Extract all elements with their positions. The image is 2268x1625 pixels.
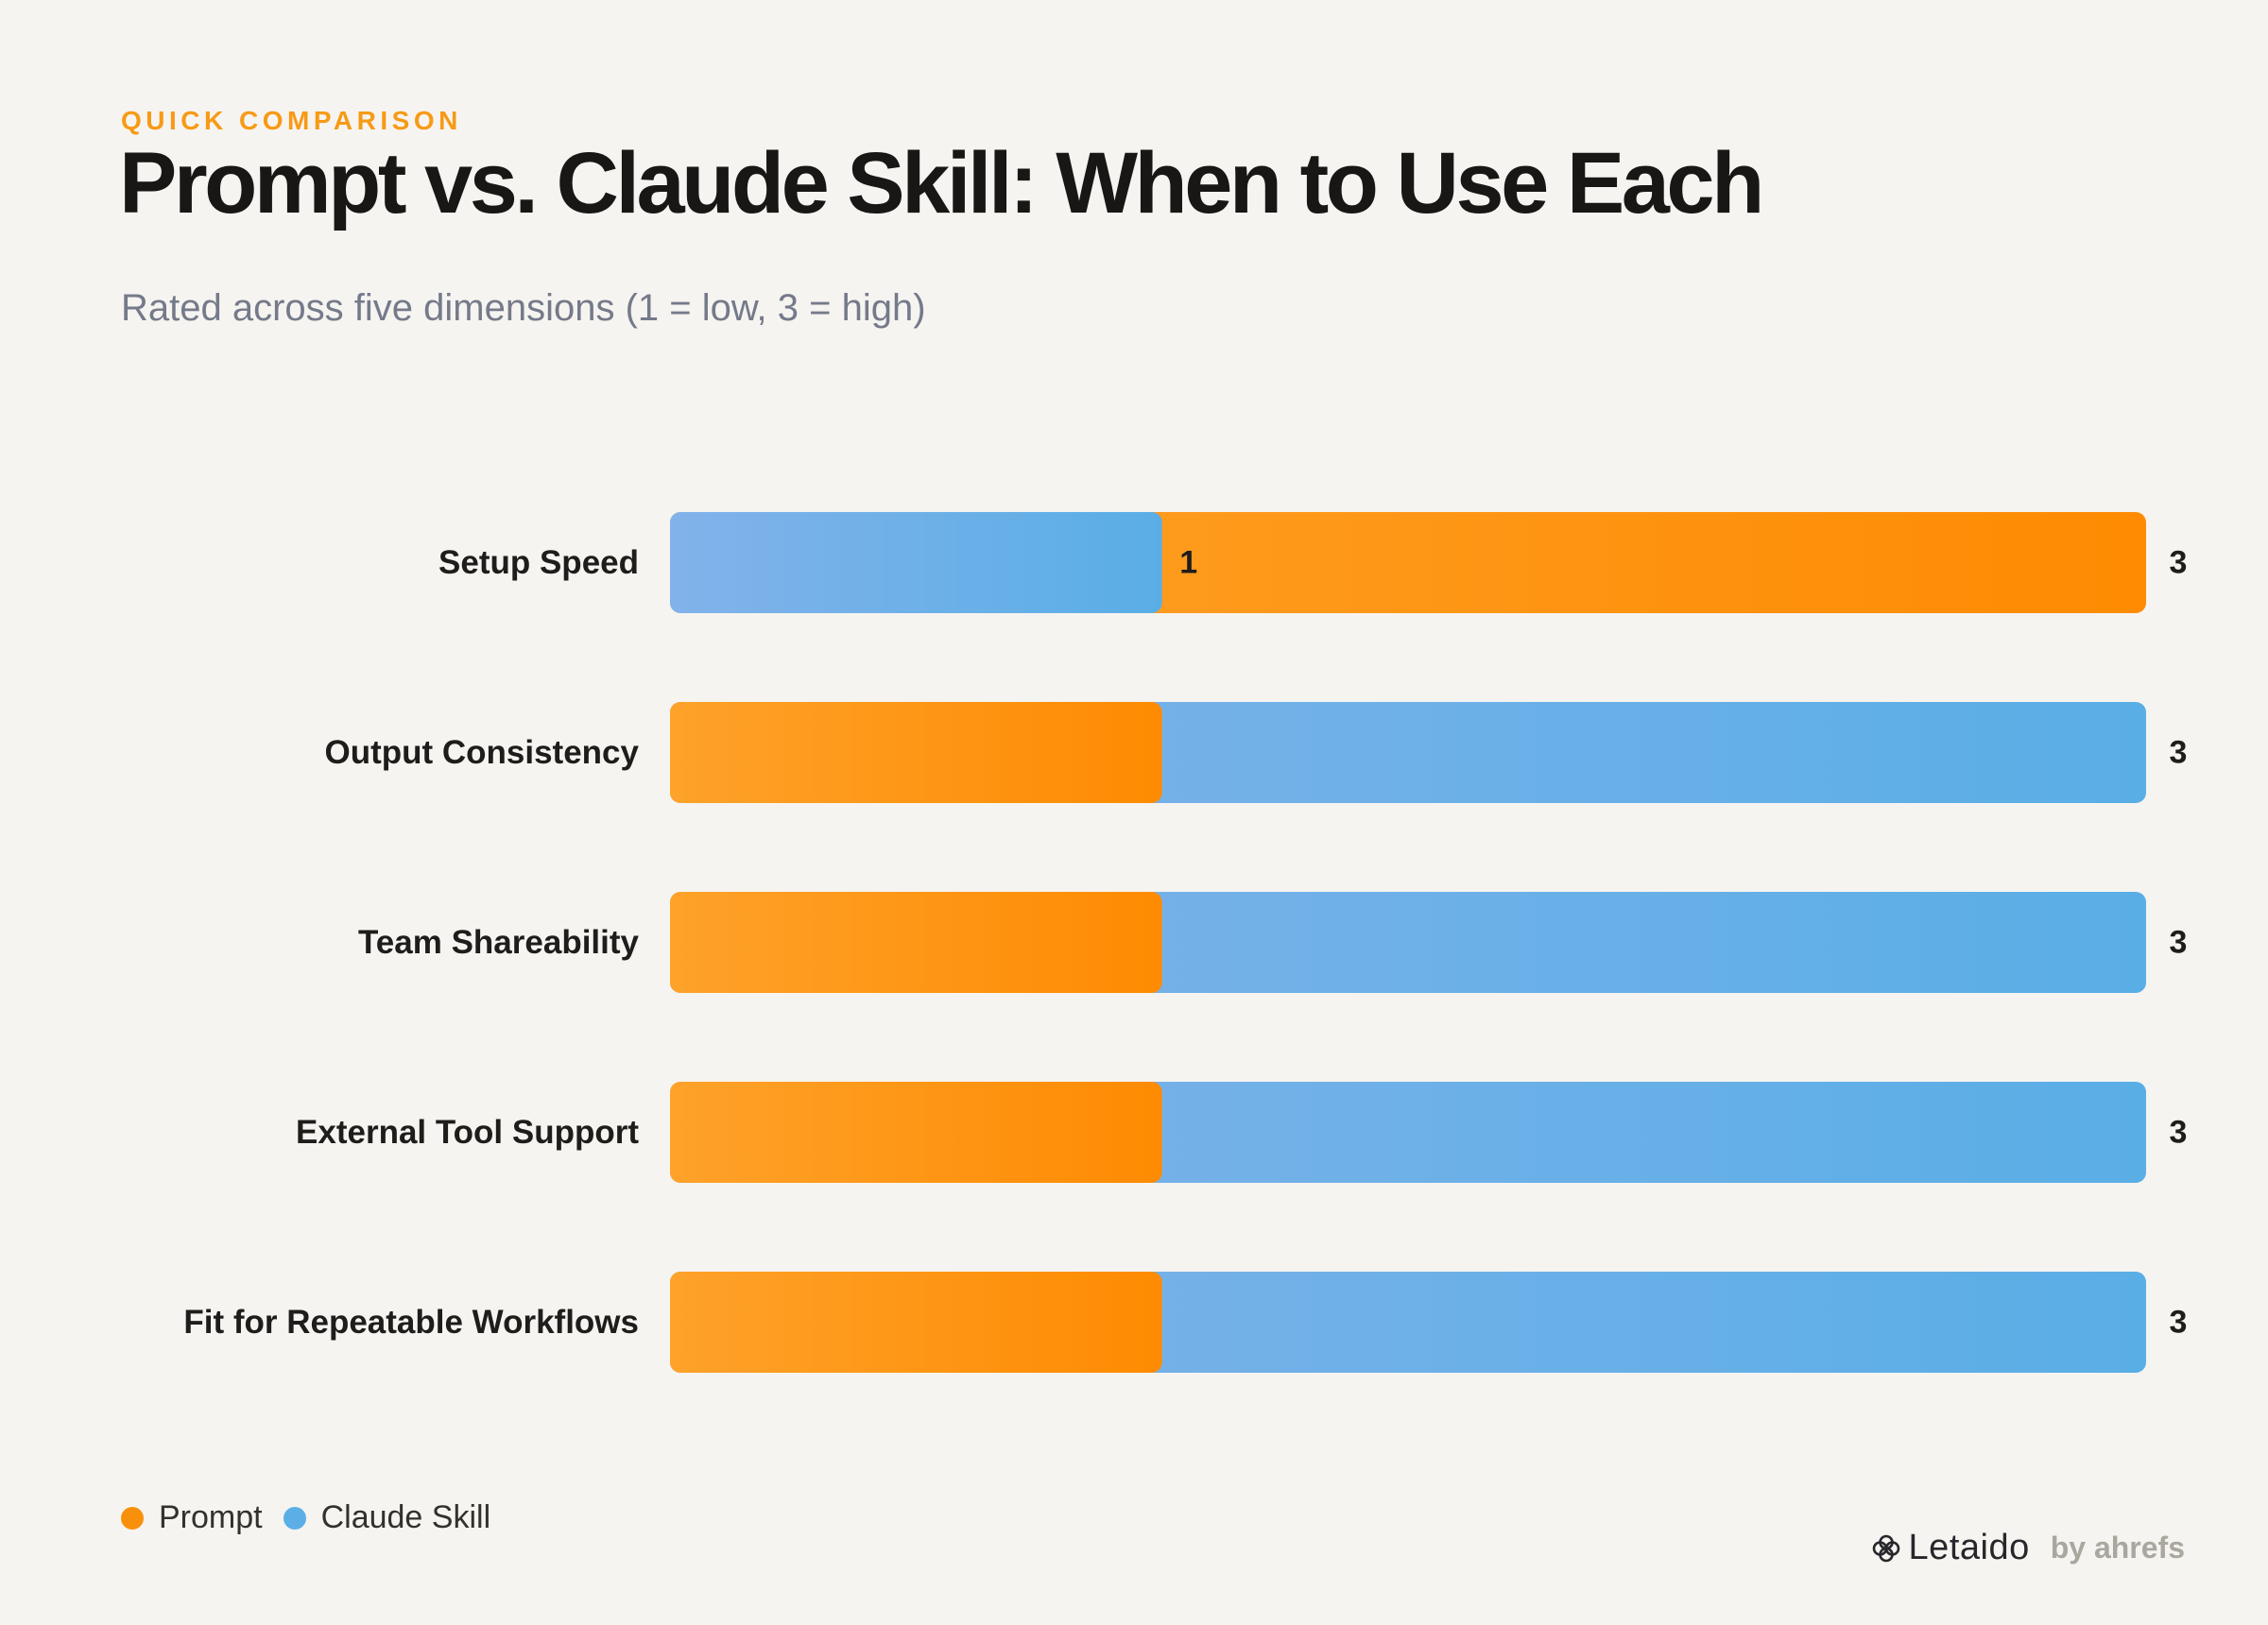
category-label-fit-for-repeatable-workflows: Fit for Repeatable Workflows xyxy=(183,1304,639,1341)
legend: Prompt Claude Skill xyxy=(121,1499,511,1536)
bar-claude-skill-setup-speed xyxy=(670,512,1162,613)
value-label-inner-setup-speed: 1 xyxy=(1179,545,1197,581)
value-label-outer-external-tool-support: 3 xyxy=(2170,1115,2188,1151)
chart-subtitle: Rated across five dimensions (1 = low, 3… xyxy=(121,287,926,329)
brand-name: Letaido xyxy=(1908,1528,2030,1567)
legend-label-prompt: Prompt xyxy=(159,1499,263,1535)
legend-item-prompt: Prompt xyxy=(121,1499,263,1536)
brand: Letaido by ahrefs xyxy=(1871,1528,2185,1568)
bar-prompt-team-shareability xyxy=(670,892,1162,993)
bar-prompt-output-consistency xyxy=(670,702,1162,803)
bar-prompt-fit-for-repeatable-workflows xyxy=(670,1272,1162,1373)
chart-title: Prompt vs. Claude Skill: When to Use Eac… xyxy=(119,135,1764,231)
value-label-outer-fit-for-repeatable-workflows: 3 xyxy=(2170,1305,2188,1341)
value-label-outer-team-shareability: 3 xyxy=(2170,925,2188,961)
brand-by: by ahrefs xyxy=(2050,1531,2185,1565)
value-label-outer-setup-speed: 3 xyxy=(2170,545,2188,581)
bar-prompt-external-tool-support xyxy=(670,1082,1162,1183)
legend-item-claude-skill: Claude Skill xyxy=(283,1499,491,1536)
eyebrow-label: QUICK COMPARISON xyxy=(121,106,462,135)
category-label-setup-speed: Setup Speed xyxy=(438,544,639,581)
legend-swatch-claude-skill xyxy=(283,1506,306,1530)
value-label-outer-output-consistency: 3 xyxy=(2170,735,2188,771)
letaido-logo-icon xyxy=(1871,1533,1901,1564)
category-label-output-consistency: Output Consistency xyxy=(324,734,639,771)
category-label-external-tool-support: External Tool Support xyxy=(296,1114,639,1151)
legend-label-claude-skill: Claude Skill xyxy=(320,1499,491,1535)
legend-swatch-prompt xyxy=(121,1506,144,1530)
category-label-team-shareability: Team Shareability xyxy=(358,924,640,961)
